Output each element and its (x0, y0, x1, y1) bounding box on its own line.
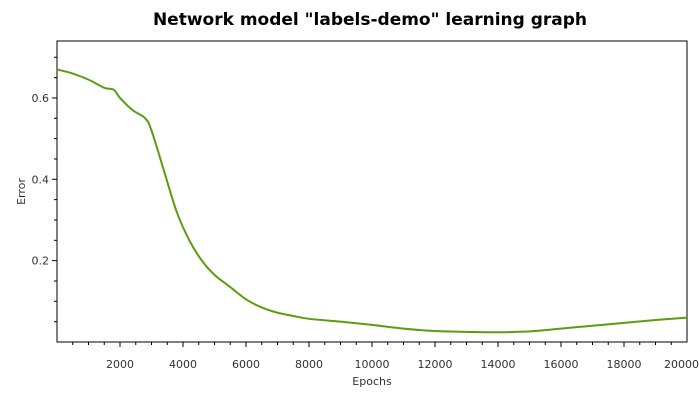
y-tick-label: 0.4 (32, 173, 50, 186)
plot-area-frame (56, 40, 688, 343)
y-tick-label: 0.6 (32, 92, 50, 105)
x-tick-label: 12000 (418, 358, 453, 371)
series-line (56, 68, 688, 334)
x-tick-label: 2000 (106, 358, 134, 371)
x-axis-label: Epochs (352, 375, 392, 388)
y-axis-label: Error (15, 178, 28, 205)
y-axis-ticks: 0.2 0.4 0.6 (32, 56, 57, 323)
x-tick-label: 8000 (295, 358, 323, 371)
x-tick-label: 16000 (544, 358, 579, 371)
x-tick-label: 10000 (355, 358, 390, 371)
x-tick-label: 6000 (232, 358, 260, 371)
chart-title: Network model "labels-demo" learning gra… (152, 10, 588, 30)
x-tick-label: 18000 (607, 358, 642, 371)
x-axis-ticks: 2000 4000 6000 8000 10000 12000 14000 16000 1800… (72, 342, 699, 371)
x-tick-label: 20000 (664, 358, 699, 371)
x-tick-label: 4000 (169, 358, 197, 371)
y-tick-label: 0.2 (32, 255, 50, 268)
x-tick-label: 14000 (481, 358, 516, 371)
